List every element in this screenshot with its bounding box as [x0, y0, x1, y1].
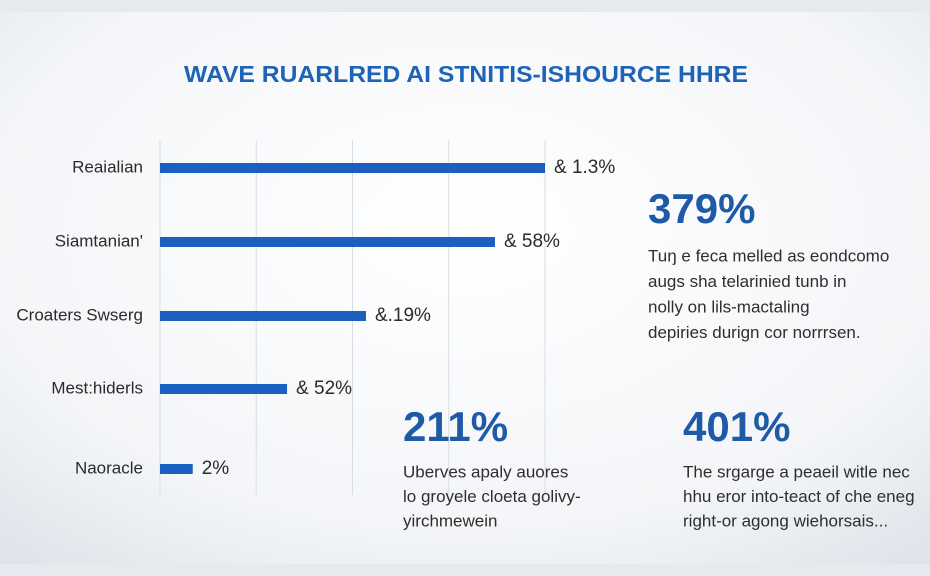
- category-label: Croaters Swserg: [16, 305, 143, 324]
- category-label: Siamtanian': [55, 231, 143, 250]
- stats: 379% Tuŋ e feca melled as eondcomo augs sh…: [403, 185, 915, 530]
- stat-text: right-or agong wiehorsais...: [683, 511, 888, 530]
- stat-text: lo groyele cloeta golivy-: [403, 487, 581, 506]
- chart-title: WAVE RUARLRED AI STNITIS-ISHOURCE HHRE: [184, 61, 748, 87]
- stat-text: nolly on lils-mactaling: [648, 297, 810, 316]
- bar: [160, 237, 495, 247]
- bar-annotation: &.19%: [375, 305, 431, 326]
- bar: [160, 163, 545, 173]
- stat-text: depiries durign cor norrrsen.: [648, 323, 861, 342]
- bar: [160, 311, 366, 321]
- stat-text: The srgarge a peaeil witle nec: [683, 462, 910, 481]
- bar-annotation: & 1.3%: [554, 157, 615, 178]
- stat-text: Uberves apaly auores: [403, 462, 568, 481]
- stat-text: Tuŋ e feca melled as eondcomo: [648, 246, 889, 265]
- category-label: Reaialian: [72, 157, 143, 176]
- top-band: [0, 0, 930, 12]
- stat-value: 379%: [648, 185, 755, 232]
- stat-value: 211%: [403, 403, 508, 450]
- stat-text: hhu eror into-teact of che eneg: [683, 487, 915, 506]
- stat-text: augs sha telarinied tunb in: [648, 272, 846, 291]
- stat-value: 401%: [683, 403, 790, 450]
- bar-annotation: & 52%: [296, 378, 352, 399]
- category-label: Mest:hiderls: [51, 378, 143, 397]
- category-label: Naoracle: [75, 458, 143, 477]
- bar-annotation: & 58%: [504, 231, 560, 252]
- stat-text: yirchmewein: [403, 511, 497, 530]
- bar-annotation: 2%: [202, 458, 230, 479]
- bottom-band: [0, 564, 930, 576]
- bar-chart: Reaialian & 1.3% Siamtanian' & 58% Croaters …: [16, 140, 615, 495]
- bar: [160, 384, 288, 394]
- bar: [160, 464, 193, 474]
